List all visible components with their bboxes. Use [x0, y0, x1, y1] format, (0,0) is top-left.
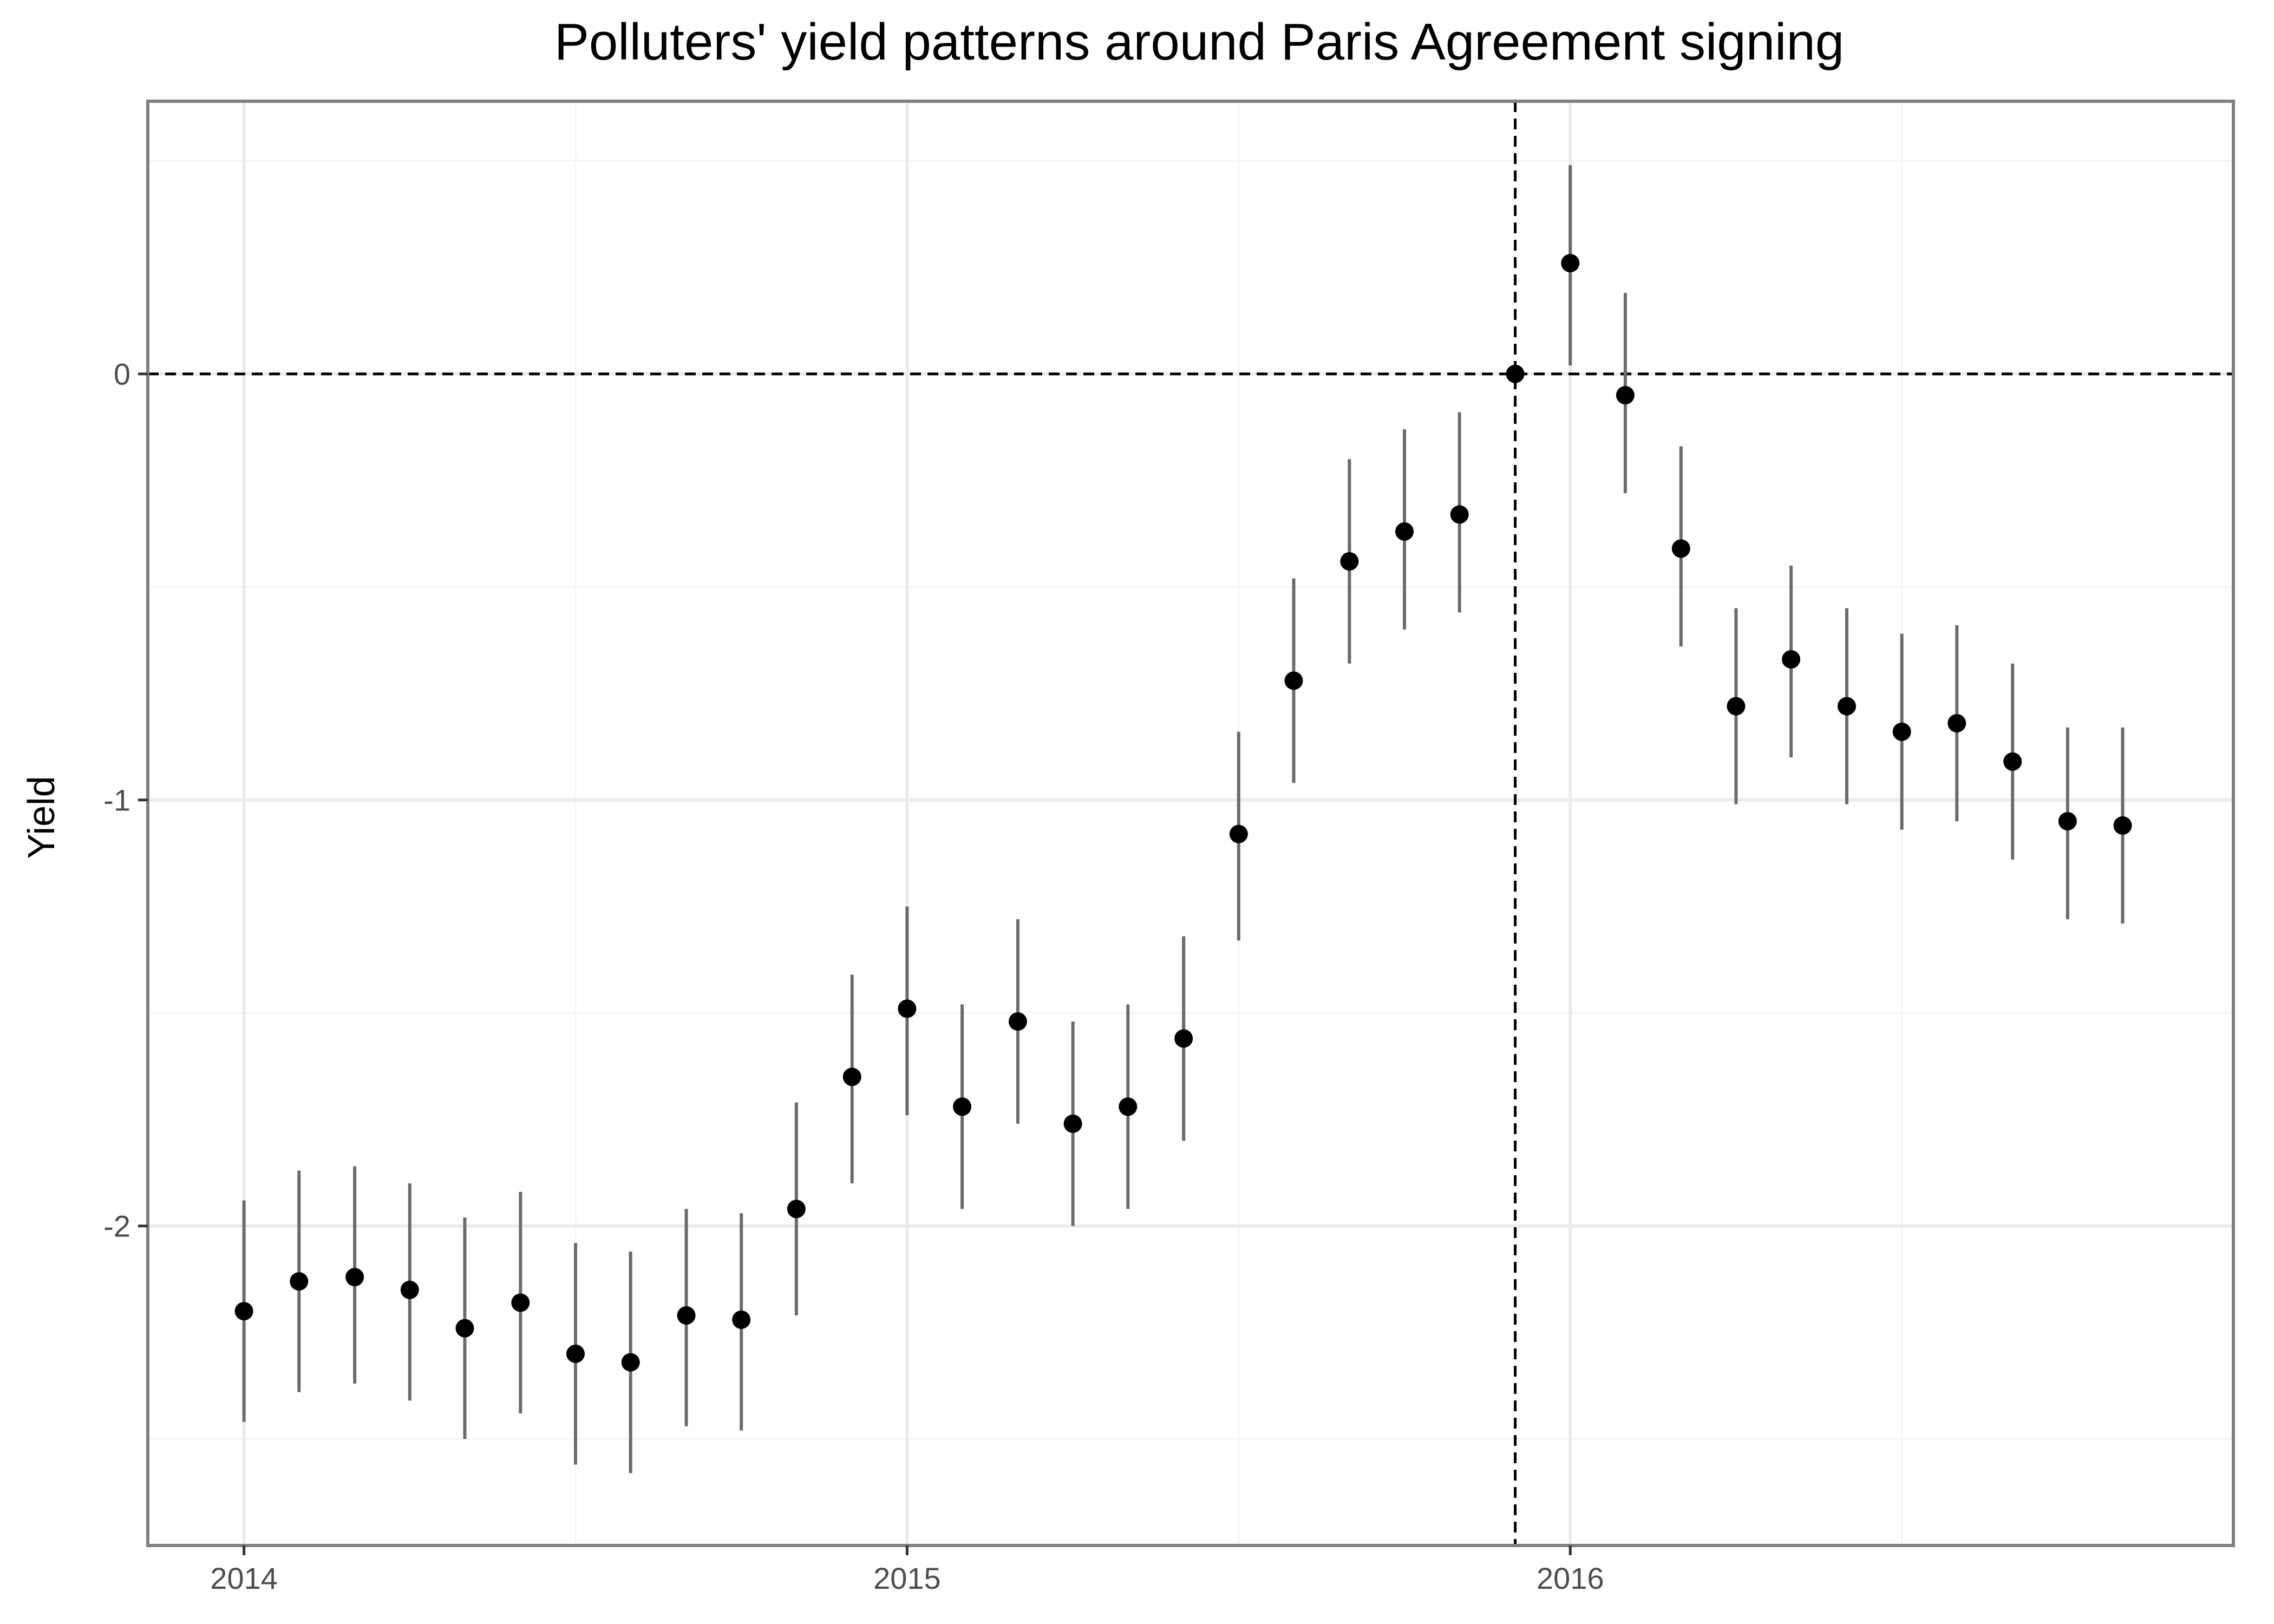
data-point — [1782, 650, 1801, 669]
data-point — [1727, 697, 1746, 716]
data-point — [2113, 816, 2132, 835]
data-point — [842, 1068, 861, 1086]
data-point — [732, 1310, 751, 1329]
data-point — [677, 1306, 696, 1325]
data-point — [455, 1319, 474, 1338]
data-point — [621, 1353, 640, 1372]
data-point — [1450, 505, 1469, 524]
data-point — [1395, 522, 1414, 541]
data-point — [1671, 539, 1690, 558]
data-point — [1008, 1012, 1027, 1031]
plot-border — [146, 100, 2235, 1547]
data-point — [1506, 364, 1525, 383]
data-point — [2003, 752, 2022, 771]
y-tick-label: -2 — [103, 1209, 130, 1243]
y-axis-title: Yield — [20, 776, 62, 859]
data-point — [1174, 1029, 1193, 1048]
data-point — [1340, 552, 1359, 571]
data-point — [787, 1200, 806, 1219]
data-point — [511, 1293, 530, 1312]
data-point — [400, 1280, 419, 1299]
data-point — [953, 1097, 972, 1116]
y-tick-label: -1 — [103, 783, 130, 817]
data-point — [1892, 722, 1911, 741]
y-tick-label: 0 — [114, 357, 130, 391]
x-axis: 2014 2015 2016 — [210, 1546, 1604, 1595]
x-tick-label: 2015 — [873, 1561, 941, 1595]
data-point — [1616, 386, 1635, 405]
data-points — [234, 254, 2132, 1372]
data-point — [234, 1302, 253, 1321]
data-point — [898, 999, 917, 1018]
x-tick-label: 2016 — [1537, 1561, 1604, 1595]
data-point — [1948, 714, 1966, 733]
data-point — [1837, 697, 1856, 716]
reference-lines — [148, 101, 2233, 1546]
data-point — [1561, 254, 1580, 273]
data-point — [1063, 1114, 1082, 1133]
data-point — [1119, 1097, 1138, 1116]
x-tick-label: 2014 — [210, 1561, 278, 1595]
y-axis: 0 -1 -2 — [103, 357, 148, 1243]
chart-title: Polluters' yield patterns around Paris A… — [554, 13, 1844, 71]
data-point — [566, 1344, 585, 1363]
plot-background — [148, 101, 2233, 1546]
data-point — [1229, 824, 1248, 843]
data-point — [345, 1268, 364, 1287]
data-point — [2058, 812, 2077, 831]
data-point — [1284, 671, 1303, 690]
data-point — [290, 1272, 309, 1291]
